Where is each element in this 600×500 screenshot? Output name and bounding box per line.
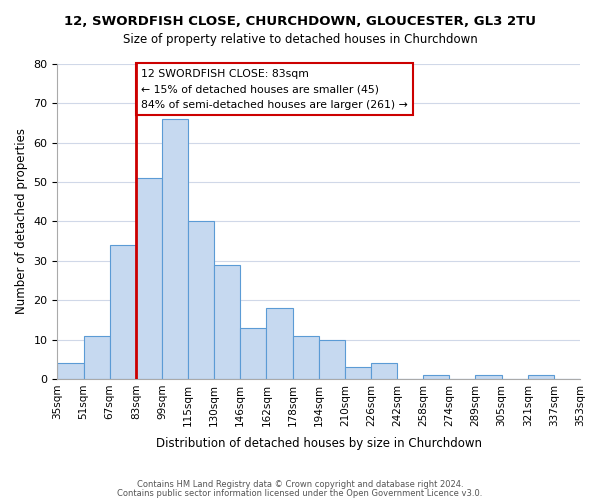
Bar bbox=[423, 375, 449, 379]
Text: Contains HM Land Registry data © Crown copyright and database right 2024.: Contains HM Land Registry data © Crown c… bbox=[137, 480, 463, 489]
Bar bbox=[136, 178, 162, 379]
Bar bbox=[345, 367, 371, 379]
Bar bbox=[293, 336, 319, 379]
Text: 12 SWORDFISH CLOSE: 83sqm
← 15% of detached houses are smaller (45)
84% of semi-: 12 SWORDFISH CLOSE: 83sqm ← 15% of detac… bbox=[141, 68, 408, 110]
Bar bbox=[162, 119, 188, 379]
Y-axis label: Number of detached properties: Number of detached properties bbox=[15, 128, 28, 314]
Bar bbox=[319, 340, 345, 379]
Bar bbox=[58, 363, 83, 379]
Bar bbox=[83, 336, 110, 379]
X-axis label: Distribution of detached houses by size in Churchdown: Distribution of detached houses by size … bbox=[156, 437, 482, 450]
Bar bbox=[266, 308, 293, 379]
Bar bbox=[475, 375, 502, 379]
Bar bbox=[528, 375, 554, 379]
Bar bbox=[371, 363, 397, 379]
Bar bbox=[188, 222, 214, 379]
Bar bbox=[241, 328, 266, 379]
Bar bbox=[110, 245, 136, 379]
Text: 12, SWORDFISH CLOSE, CHURCHDOWN, GLOUCESTER, GL3 2TU: 12, SWORDFISH CLOSE, CHURCHDOWN, GLOUCES… bbox=[64, 15, 536, 28]
Bar bbox=[214, 265, 241, 379]
Text: Size of property relative to detached houses in Churchdown: Size of property relative to detached ho… bbox=[122, 32, 478, 46]
Text: Contains public sector information licensed under the Open Government Licence v3: Contains public sector information licen… bbox=[118, 488, 482, 498]
